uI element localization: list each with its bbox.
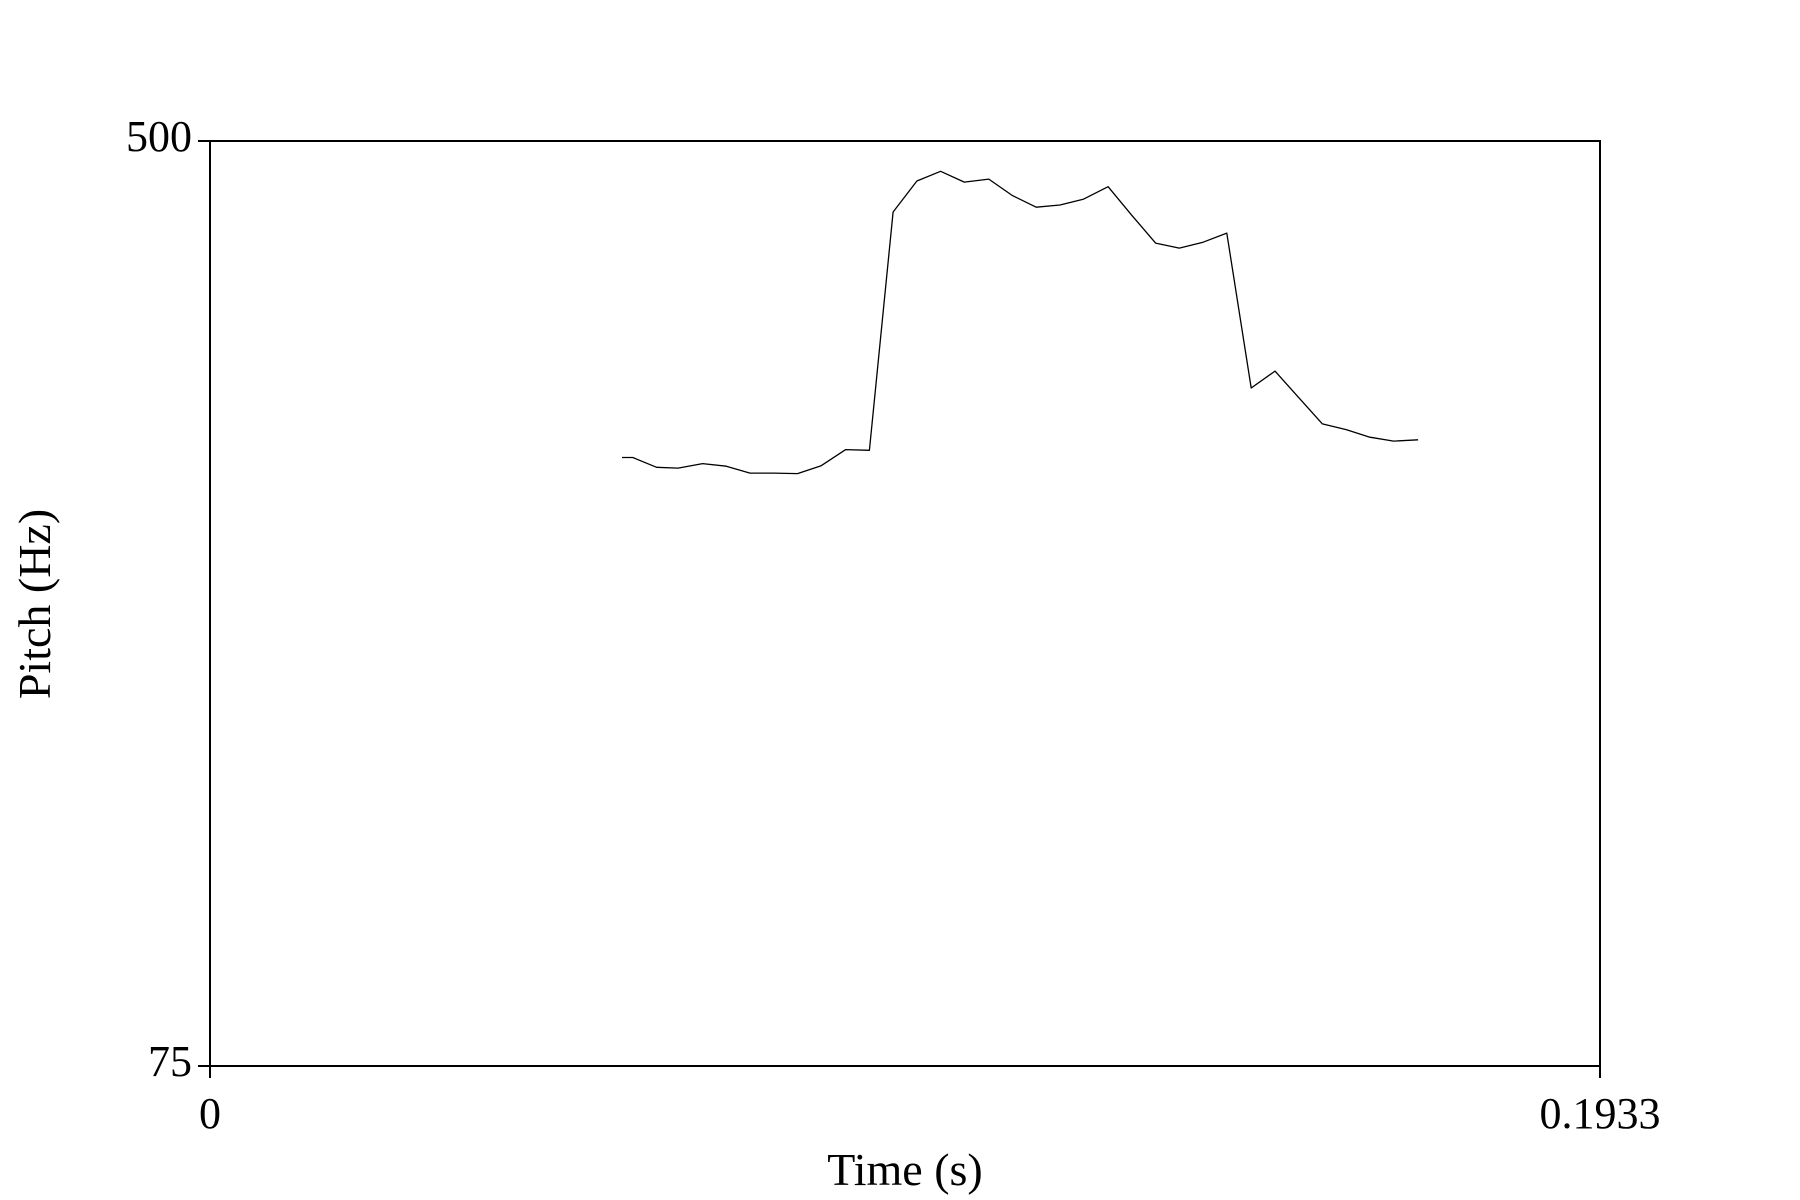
plot-frame — [209, 140, 1601, 1067]
pitch-series-line — [622, 170, 1419, 475]
y-tick-label-max: 500 — [126, 112, 192, 161]
x-tick-label-max: 0.1933 — [1540, 1089, 1661, 1138]
y-axis-label: Pitch (Hz) — [9, 509, 60, 699]
y-tick-label-min: 75 — [148, 1037, 192, 1086]
x-tick-label-min: 0 — [199, 1089, 221, 1138]
x-axis-label: Time (s) — [827, 1144, 983, 1195]
